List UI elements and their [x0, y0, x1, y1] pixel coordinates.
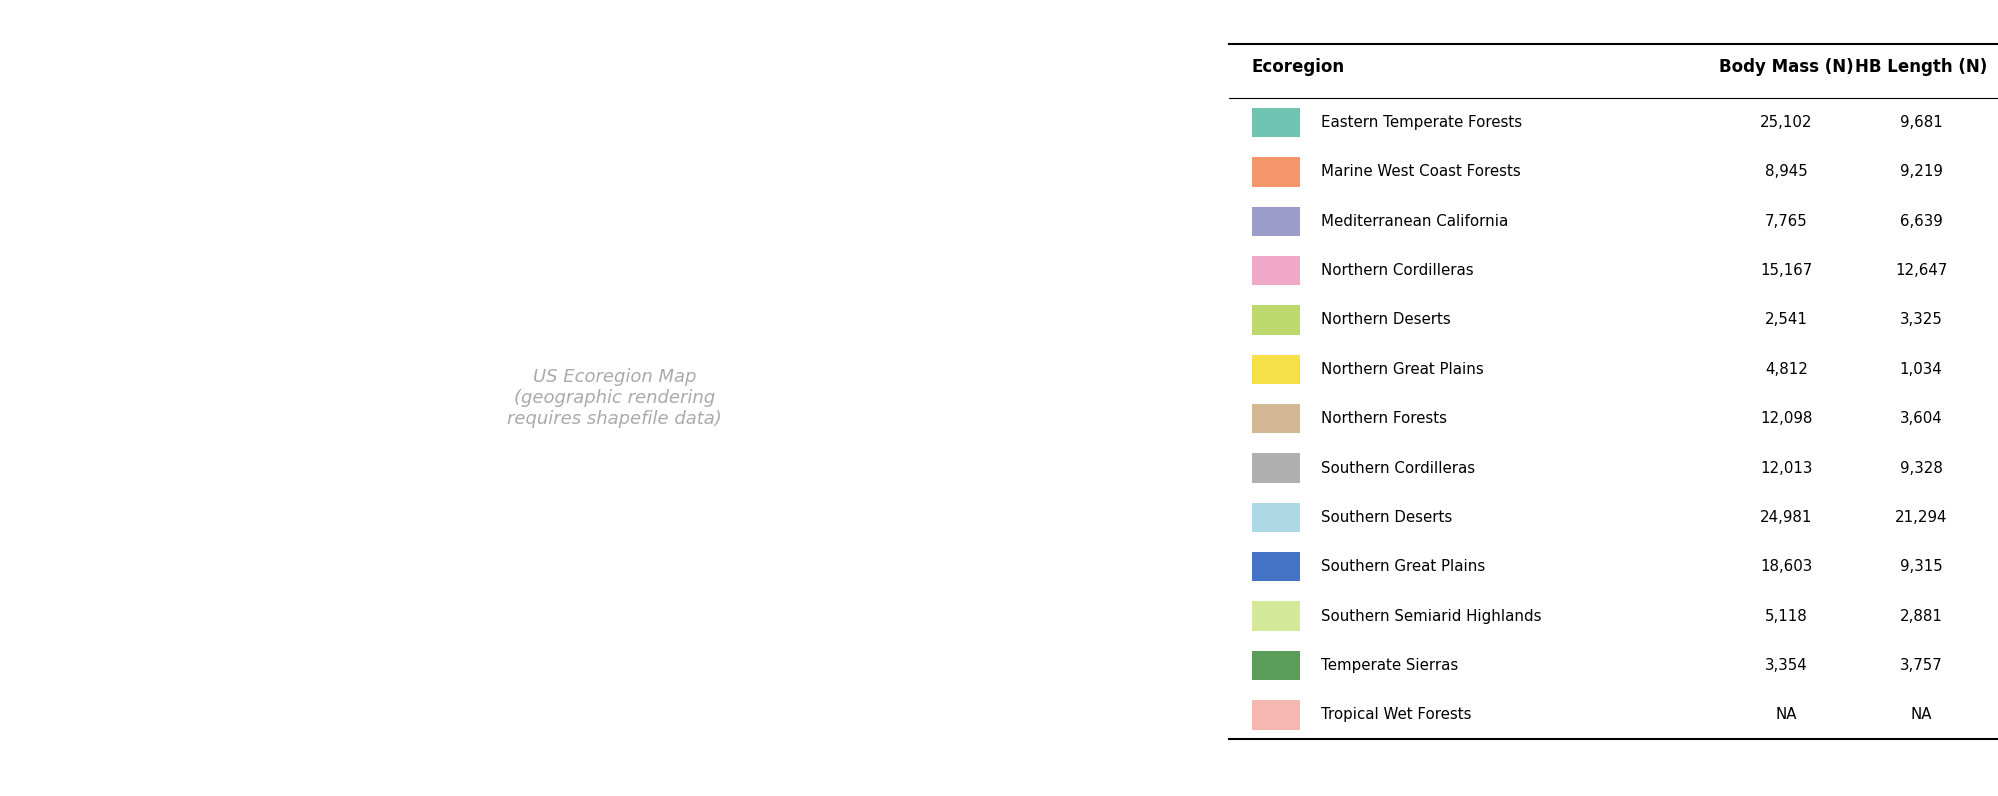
- Text: Marine West Coast Forests: Marine West Coast Forests: [1321, 165, 1520, 179]
- Text: 3,354: 3,354: [1764, 658, 1808, 673]
- Text: US Ecoregion Map
(geographic rendering
requires shapefile data): US Ecoregion Map (geographic rendering r…: [507, 369, 721, 427]
- Text: 21,294: 21,294: [1894, 510, 1948, 525]
- Text: Body Mass (N): Body Mass (N): [1718, 57, 1854, 76]
- Text: 6,639: 6,639: [1900, 214, 1942, 228]
- Text: Northern Cordilleras: Northern Cordilleras: [1321, 263, 1475, 278]
- Bar: [1253, 157, 1301, 186]
- Bar: [1253, 404, 1301, 433]
- Text: 1,034: 1,034: [1900, 362, 1942, 377]
- Bar: [1253, 650, 1301, 680]
- Text: Southern Semiarid Highlands: Southern Semiarid Highlands: [1321, 609, 1542, 623]
- Text: 12,013: 12,013: [1760, 461, 1812, 475]
- Text: 9,681: 9,681: [1900, 115, 1942, 130]
- Text: Tropical Wet Forests: Tropical Wet Forests: [1321, 708, 1473, 722]
- Text: Northern Great Plains: Northern Great Plains: [1321, 362, 1485, 377]
- Text: Northern Deserts: Northern Deserts: [1321, 313, 1451, 327]
- Text: 2,881: 2,881: [1900, 609, 1942, 623]
- Bar: [1253, 354, 1301, 384]
- Text: 25,102: 25,102: [1760, 115, 1812, 130]
- Bar: [1253, 107, 1301, 137]
- Text: 7,765: 7,765: [1764, 214, 1808, 228]
- Text: Temperate Sierras: Temperate Sierras: [1321, 658, 1459, 673]
- Bar: [1253, 305, 1301, 334]
- Text: 4,812: 4,812: [1764, 362, 1808, 377]
- Text: 8,945: 8,945: [1764, 165, 1808, 179]
- Text: 12,647: 12,647: [1894, 263, 1948, 278]
- Text: 3,325: 3,325: [1900, 313, 1942, 327]
- Text: 12,098: 12,098: [1760, 412, 1812, 426]
- Text: Northern Forests: Northern Forests: [1321, 412, 1447, 426]
- Text: NA: NA: [1910, 708, 1932, 722]
- Text: 5,118: 5,118: [1764, 609, 1808, 623]
- Text: Southern Deserts: Southern Deserts: [1321, 510, 1453, 525]
- Text: Southern Great Plains: Southern Great Plains: [1321, 560, 1485, 574]
- Text: 15,167: 15,167: [1760, 263, 1812, 278]
- Text: 3,604: 3,604: [1900, 412, 1942, 426]
- Text: Ecoregion: Ecoregion: [1253, 57, 1345, 76]
- Bar: [1253, 503, 1301, 533]
- Text: Eastern Temperate Forests: Eastern Temperate Forests: [1321, 115, 1522, 130]
- Text: 9,315: 9,315: [1900, 560, 1942, 574]
- Text: NA: NA: [1776, 708, 1798, 722]
- Text: HB Length (N): HB Length (N): [1854, 57, 1988, 76]
- Text: 9,328: 9,328: [1900, 461, 1942, 475]
- Text: 2,541: 2,541: [1764, 313, 1808, 327]
- Text: 18,603: 18,603: [1760, 560, 1812, 574]
- Bar: [1253, 206, 1301, 236]
- Bar: [1253, 454, 1301, 482]
- Bar: [1253, 602, 1301, 630]
- Text: 24,981: 24,981: [1760, 510, 1812, 525]
- Text: 3,757: 3,757: [1900, 658, 1942, 673]
- Text: Southern Cordilleras: Southern Cordilleras: [1321, 461, 1475, 475]
- Bar: [1253, 256, 1301, 285]
- Bar: [1253, 552, 1301, 581]
- Text: Mediterranean California: Mediterranean California: [1321, 214, 1508, 228]
- Bar: [1253, 700, 1301, 729]
- Text: 9,219: 9,219: [1900, 165, 1942, 179]
